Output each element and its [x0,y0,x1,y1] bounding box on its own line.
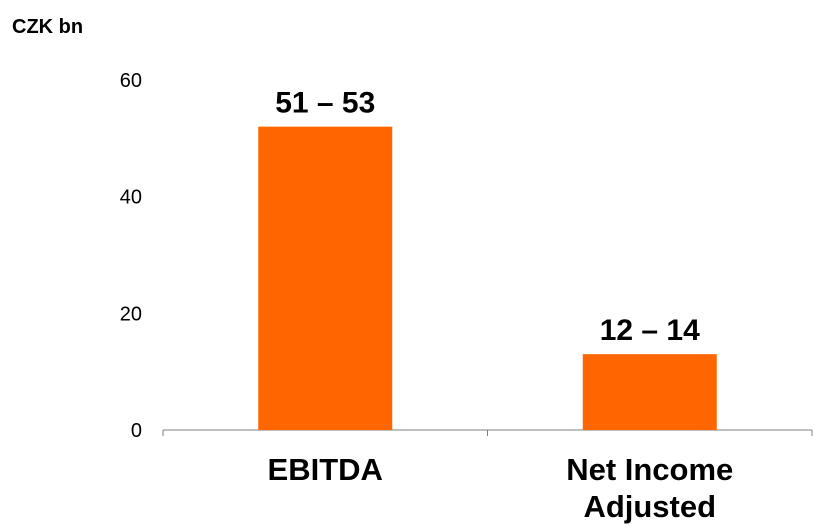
category-label: Net Income Adjusted [566,452,733,524]
y-tick-label: 0 [131,420,142,442]
bar-1 [258,126,393,431]
y-tick-label: 20 [120,303,142,325]
unit-label: CZK bn [12,16,84,38]
bars [258,126,717,431]
data-label: 51 – 53 [275,87,375,120]
labels: 51 – 53 EBITDA 12 – 14 Net Income Adjusted [268,87,734,524]
y-tick-label: 60 [120,70,142,92]
y-tick-label: 40 [120,187,142,209]
data-label: 12 – 14 [600,314,700,347]
category-label: EBITDA [268,452,383,487]
bar-2 [582,354,717,430]
